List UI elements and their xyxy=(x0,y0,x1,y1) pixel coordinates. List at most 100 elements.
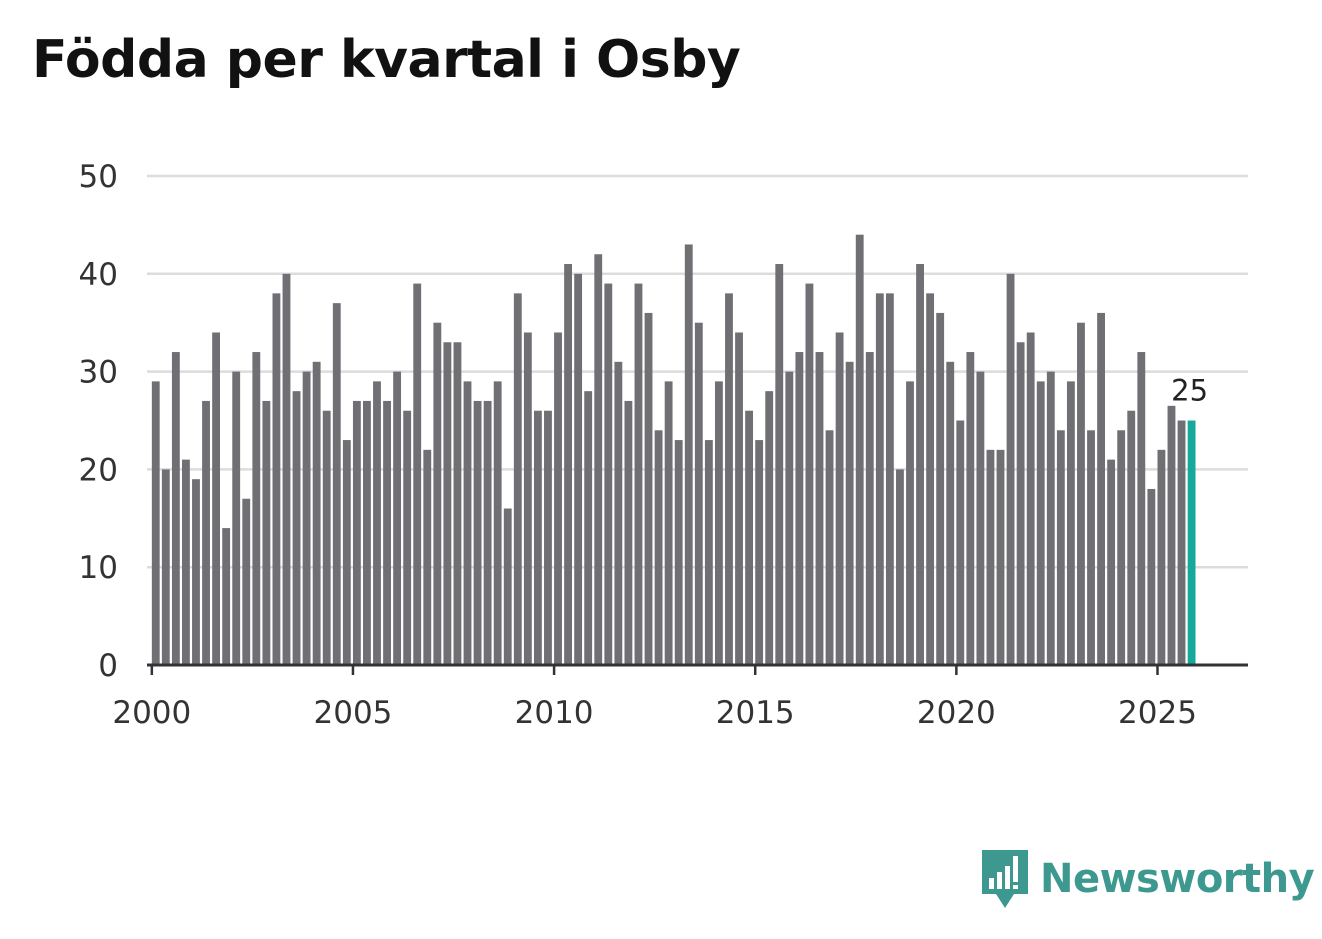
bar xyxy=(292,391,301,665)
bar xyxy=(212,332,221,665)
bar xyxy=(493,381,502,665)
bar xyxy=(936,312,945,665)
bar xyxy=(181,459,190,665)
bar xyxy=(1107,459,1116,665)
bar xyxy=(775,264,784,665)
bar xyxy=(443,342,452,665)
bar xyxy=(202,400,210,665)
bar xyxy=(805,283,814,665)
bar xyxy=(875,293,884,665)
bar xyxy=(161,469,170,665)
bar xyxy=(634,283,643,665)
x-tick-label: 2000 xyxy=(112,695,191,731)
bar xyxy=(322,410,331,665)
y-tick-label: 20 xyxy=(79,452,118,488)
bars xyxy=(151,234,1196,666)
bar xyxy=(423,449,432,665)
bar xyxy=(503,508,512,665)
bar xyxy=(946,361,955,665)
bar xyxy=(383,400,391,665)
x-tick-label: 2010 xyxy=(515,695,594,731)
bar xyxy=(453,342,462,665)
bar xyxy=(302,371,311,665)
axes xyxy=(147,663,1248,675)
bar xyxy=(785,371,794,665)
y-tick-label: 40 xyxy=(79,257,118,293)
y-tick-label: 30 xyxy=(79,355,118,391)
bar xyxy=(473,400,482,665)
bar xyxy=(926,293,935,665)
bar xyxy=(865,352,874,665)
bar xyxy=(1127,410,1136,665)
bar xyxy=(513,293,522,665)
bar xyxy=(1087,430,1095,665)
bar xyxy=(644,312,653,665)
bar xyxy=(996,449,1005,665)
bar xyxy=(956,420,965,665)
bar xyxy=(755,440,764,665)
brand-logo: Newsworthy xyxy=(980,848,1315,910)
bar xyxy=(795,352,804,665)
bar xyxy=(1137,352,1146,665)
bar xyxy=(906,381,914,665)
bar xyxy=(574,273,583,665)
bar xyxy=(1046,371,1055,665)
x-tick-label: 2020 xyxy=(917,695,996,731)
bar xyxy=(262,400,271,665)
bar xyxy=(232,371,241,665)
bar xyxy=(1147,488,1156,665)
bar xyxy=(694,322,703,665)
bar xyxy=(896,469,904,665)
bar xyxy=(272,293,281,665)
bar xyxy=(282,273,291,665)
bar xyxy=(312,361,321,665)
bar xyxy=(986,449,995,665)
bar xyxy=(765,391,774,665)
bar xyxy=(1097,312,1105,665)
bar xyxy=(885,293,894,665)
bar xyxy=(825,430,834,665)
x-tick-label: 2015 xyxy=(716,695,795,731)
bar xyxy=(151,381,160,665)
bar xyxy=(373,381,381,665)
bar xyxy=(1177,420,1186,665)
bar xyxy=(845,361,854,665)
bar xyxy=(714,381,723,665)
bar xyxy=(1006,273,1015,665)
bar xyxy=(654,430,663,665)
bar xyxy=(352,400,361,665)
bar xyxy=(393,371,402,665)
bar xyxy=(1036,381,1045,665)
bar xyxy=(664,381,673,665)
bar xyxy=(1066,381,1075,665)
bar xyxy=(1056,430,1065,665)
bar xyxy=(363,400,371,665)
bar xyxy=(966,352,975,665)
bar xyxy=(483,400,492,665)
bar xyxy=(1016,342,1025,665)
bar xyxy=(855,234,864,665)
bar xyxy=(624,400,633,665)
bar xyxy=(745,410,754,665)
x-tick-label: 2025 xyxy=(1118,695,1197,731)
bar xyxy=(835,332,844,665)
bar xyxy=(594,254,603,666)
chart-title: Födda per kvartal i Osby xyxy=(32,30,741,90)
bar-annotation-label: 25 xyxy=(1171,374,1208,408)
bar xyxy=(463,381,472,665)
bar xyxy=(674,440,683,665)
y-tick-label: 0 xyxy=(98,648,118,684)
bar xyxy=(684,244,693,665)
bar xyxy=(533,410,542,665)
bar xyxy=(554,332,562,665)
bar xyxy=(342,440,351,665)
y-tick-label: 50 xyxy=(79,159,118,195)
bar xyxy=(1077,322,1085,665)
bar xyxy=(433,322,442,665)
bar xyxy=(332,303,341,665)
bar xyxy=(171,352,180,665)
bar xyxy=(916,264,924,665)
bar xyxy=(192,479,200,665)
bar xyxy=(1167,405,1176,665)
